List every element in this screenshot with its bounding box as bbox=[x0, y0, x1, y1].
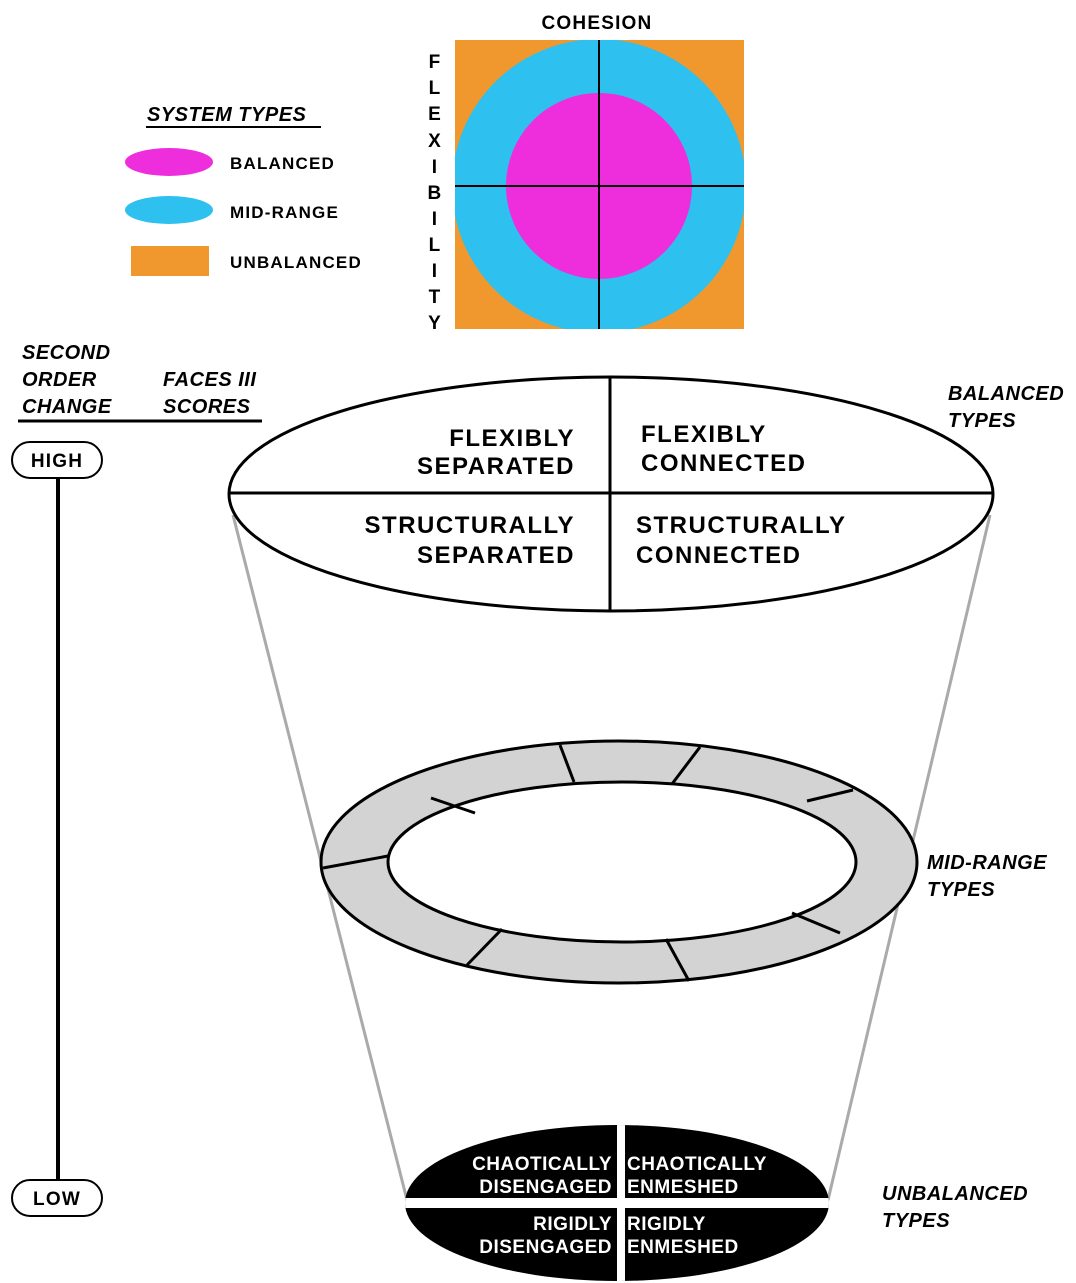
cell-chaotically-disengaged-line2: DISENGAGED bbox=[479, 1177, 612, 1198]
flexibility-letter: Y bbox=[428, 313, 442, 334]
scale-header-line: ORDER bbox=[22, 369, 97, 391]
flexibility-letter: X bbox=[428, 131, 442, 152]
circumplex-model: COHESION F L E X I B I L I T Y bbox=[428, 13, 744, 334]
flexibility-letter: L bbox=[429, 78, 442, 99]
cohesion-axis-label: COHESION bbox=[542, 13, 653, 34]
cell-rigidly-disengaged-line1: RIGIDLY bbox=[533, 1214, 612, 1235]
mid-range-ring bbox=[319, 739, 919, 985]
cell-structurally-separated-line1: STRUCTURALLY bbox=[365, 512, 575, 539]
flexibility-letter: E bbox=[428, 104, 442, 125]
mid-range-types-label-line2: TYPES bbox=[927, 879, 995, 901]
cell-rigidly-enmeshed-line2: ENMESHED bbox=[627, 1237, 739, 1258]
legend-title: SYSTEM TYPES bbox=[147, 104, 307, 126]
cell-flexibly-separated-line1: FLEXIBLY bbox=[449, 425, 575, 452]
flexibility-letter: L bbox=[429, 235, 442, 256]
unbalanced-types-label-line2: TYPES bbox=[882, 1210, 950, 1232]
mid-range-types-label-line1: MID-RANGE bbox=[927, 852, 1047, 874]
scale-high-label: HIGH bbox=[31, 451, 83, 472]
legend-label-mid-range: MID-RANGE bbox=[230, 203, 339, 222]
cell-flexibly-connected-line2: CONNECTED bbox=[641, 450, 807, 477]
cell-structurally-connected-line1: STRUCTURALLY bbox=[636, 512, 846, 539]
ring-segment-divider bbox=[806, 788, 854, 803]
legend-label-balanced: BALANCED bbox=[230, 154, 335, 173]
unbalanced-vertical-divider bbox=[617, 1125, 625, 1281]
scale-header-line: SECOND bbox=[22, 342, 111, 364]
ring-segment-divider bbox=[430, 796, 476, 815]
flexibility-letter: T bbox=[429, 287, 442, 308]
ring-segment-divider bbox=[465, 927, 504, 967]
ring-segment-divider bbox=[664, 938, 691, 982]
legend-swatch-unbalanced bbox=[131, 246, 209, 276]
balanced-types-label-line1: BALANCED bbox=[948, 383, 1064, 405]
balanced-types-label-line2: TYPES bbox=[948, 410, 1016, 432]
mid-range-ring-band bbox=[319, 739, 919, 985]
cell-structurally-separated-line2: SEPARATED bbox=[417, 542, 575, 569]
cell-flexibly-connected-line1: FLEXIBLY bbox=[641, 421, 767, 448]
legend-swatch-balanced bbox=[125, 148, 213, 176]
cell-chaotically-disengaged-line1: CHAOTICALLY bbox=[472, 1154, 612, 1175]
legend-swatch-mid-range bbox=[125, 196, 213, 224]
legend: SYSTEM TYPES BALANCED MID-RANGE UNBALANC… bbox=[125, 104, 362, 276]
flexibility-letter: F bbox=[429, 52, 442, 73]
unbalanced-types-ellipse: CHAOTICALLY DISENGAGED CHAOTICALLY ENMES… bbox=[405, 1125, 829, 1281]
cell-chaotically-enmeshed-line1: CHAOTICALLY bbox=[627, 1154, 767, 1175]
cell-rigidly-disengaged-line2: DISENGAGED bbox=[479, 1237, 612, 1258]
scale-header-line: SCORES bbox=[163, 396, 251, 418]
flexibility-letter: I bbox=[432, 157, 438, 178]
balanced-types-ellipse: FLEXIBLY SEPARATED FLEXIBLY CONNECTED ST… bbox=[227, 375, 995, 613]
ring-segment-divider bbox=[558, 744, 576, 783]
flexibility-letter: B bbox=[428, 183, 443, 204]
unbalanced-types-label-line1: UNBALANCED bbox=[882, 1183, 1028, 1205]
ring-segment-divider bbox=[670, 746, 702, 785]
cell-chaotically-enmeshed-line2: ENMESHED bbox=[627, 1177, 739, 1198]
scale-low-label: LOW bbox=[33, 1189, 81, 1210]
ring-segment-divider bbox=[791, 911, 841, 935]
ring-segment-divider bbox=[322, 854, 389, 870]
scale-low-marker bbox=[11, 1179, 103, 1217]
scale-header-line: CHANGE bbox=[22, 396, 112, 418]
flexibility-axis-label: F L E X I B I L I T Y bbox=[428, 52, 443, 334]
scale-high-marker bbox=[11, 441, 103, 479]
cell-flexibly-separated-line2: SEPARATED bbox=[417, 453, 575, 480]
scale-header-line: FACES III bbox=[163, 369, 256, 391]
legend-label-unbalanced: UNBALANCED bbox=[230, 253, 362, 272]
cell-structurally-connected-line2: CONNECTED bbox=[636, 542, 802, 569]
cell-rigidly-enmeshed-line1: RIGIDLY bbox=[627, 1214, 706, 1235]
flexibility-letter: I bbox=[432, 209, 438, 230]
flexibility-letter: I bbox=[432, 261, 438, 282]
change-scale: SECOND ORDER CHANGE FACES III SCORES HIG… bbox=[11, 342, 262, 1217]
